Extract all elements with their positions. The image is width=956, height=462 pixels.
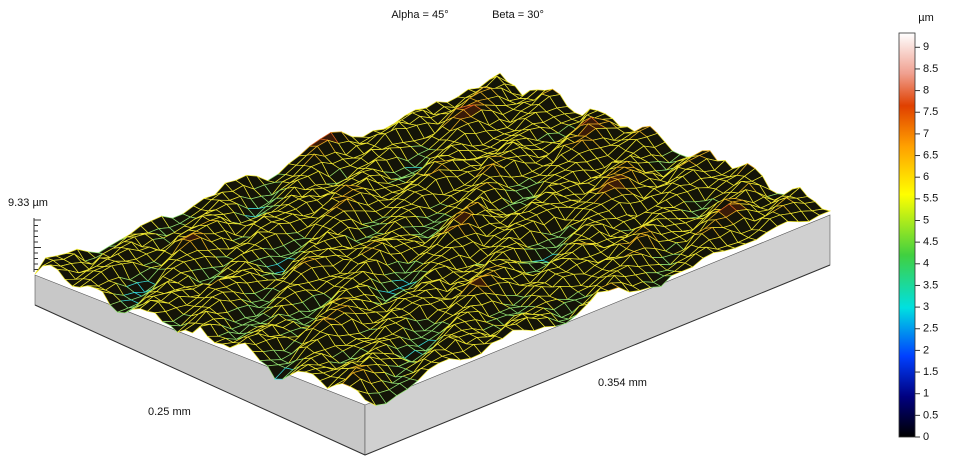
colorbar-tick-label: 8.5 <box>923 63 938 75</box>
colorbar-tick-label: 1.5 <box>923 366 938 378</box>
colorbar <box>898 32 916 438</box>
alpha-label: Alpha = 45° <box>391 9 448 21</box>
colorbar-tick-label: 5.5 <box>923 193 938 205</box>
colorbar-tick-label: 6 <box>923 171 929 183</box>
x-axis-label: 0.25 mm <box>148 406 191 418</box>
colorbar-tick-label: 0.5 <box>923 409 938 421</box>
base-edge <box>364 264 831 456</box>
y-axis-label: 0.354 mm <box>598 377 647 389</box>
colorbar-tick-label: 1 <box>923 388 929 400</box>
z-axis-label: 9.33 µm <box>8 197 48 209</box>
colorbar-tick-label: 2 <box>923 344 929 356</box>
colorbar-tick-label: 8 <box>923 84 929 96</box>
colorbar-tick-label: 7.5 <box>923 106 938 118</box>
colorbar-tick-label: 3.5 <box>923 279 938 291</box>
colorbar-tick-label: 5 <box>923 214 929 226</box>
colorbar-tick-label: 4.5 <box>923 236 938 248</box>
colorbar-tick-label: 3 <box>923 301 929 313</box>
mesh-cell <box>356 389 377 407</box>
base-edge <box>34 304 366 456</box>
colorbar-tick-label: 0 <box>923 431 929 443</box>
colorbar-tick-label: 9 <box>923 41 929 53</box>
z-ruler <box>33 218 41 272</box>
colorbar-tick-label: 6.5 <box>923 149 938 161</box>
colorbar-tick-label: 7 <box>923 128 929 140</box>
colorbar-tick-label: 2.5 <box>923 323 938 335</box>
colorbar-tick-label: 4 <box>923 258 929 270</box>
surface-mesh <box>34 72 832 407</box>
colorbar-unit: µm <box>918 12 934 24</box>
beta-label: Beta = 30° <box>492 9 544 21</box>
